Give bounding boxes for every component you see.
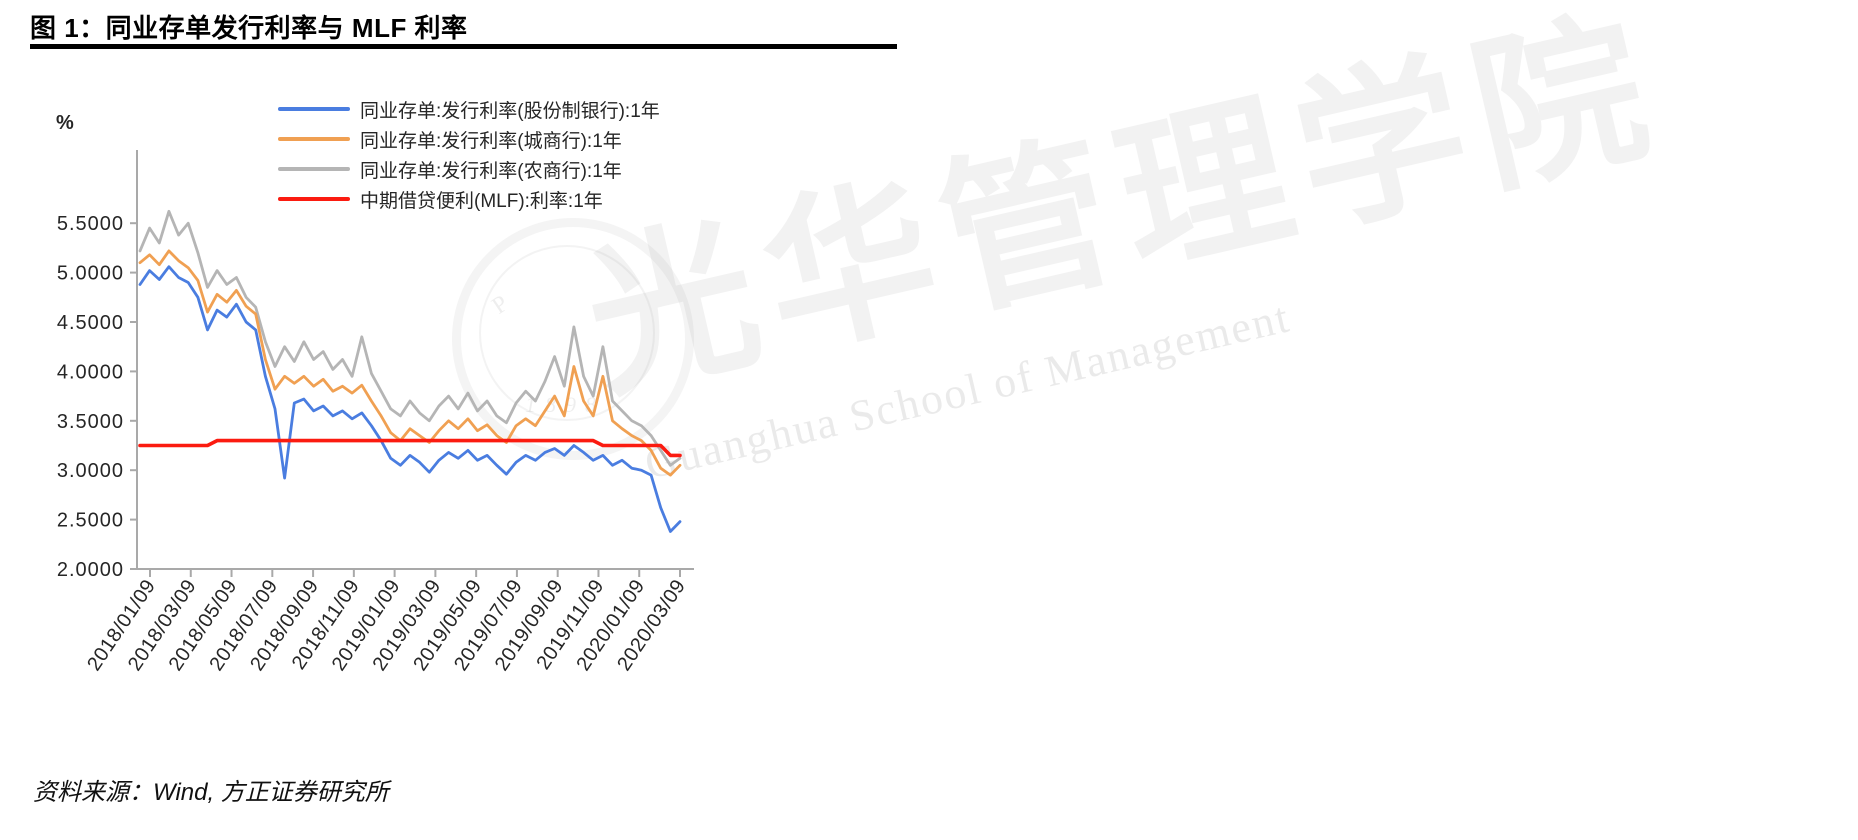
legend-item-label: 中期借贷便利(MLF):利率:1年: [360, 190, 603, 212]
legend-item: 同业存单:发行利率(城商行):1年: [278, 124, 660, 154]
figure-1-source: 资料来源：Wind, 方正证券研究所: [33, 779, 389, 806]
legend-item-label: 同业存单:发行利率(农商行):1年: [360, 160, 622, 182]
y-tick-label: 5.5000: [57, 213, 124, 235]
series-line-同业存单:发行利率(股份制银行):1年: [138, 265, 682, 533]
y-tick-label: 3.0000: [57, 460, 124, 482]
legend-line-sample: [278, 137, 350, 141]
figure-1-title: 图 1：同业存单发行利率与 MLF 利率: [30, 13, 468, 43]
legend-item-label: 同业存单:发行利率(城商行):1年: [360, 130, 622, 152]
y-tick-label: 2.5000: [57, 510, 124, 532]
legend-item-label: 同业存单:发行利率(股份制银行):1年: [360, 100, 660, 122]
y-tick-label: 4.0000: [57, 361, 124, 383]
figure-1-chart-area: % 同业存单:发行利率(股份制银行):1年 同业存单:发行利率(城商行):1年 同业…: [0, 50, 929, 750]
legend-line-sample: [278, 197, 350, 201]
figure-1-plot: 2.0000 2.5000 3.0000 3.5000 4.0000 4.5000 5.00…: [57, 150, 694, 675]
y-tick-label: 3.5000: [57, 411, 124, 433]
series-line-中期借贷便利(MLF):利率:1年: [138, 438, 682, 458]
series-line-同业存单:发行利率(城商行):1年: [138, 249, 682, 477]
series-line-同业存单:发行利率(农商行):1年: [138, 209, 682, 467]
legend-item: 同业存单:发行利率(农商行):1年: [278, 154, 660, 184]
y-tick-label: 2.0000: [57, 559, 124, 581]
figure-1: 图 1：同业存单发行利率与 MLF 利率 % 同业存单:发行利率(股份制银行):…: [0, 13, 929, 806]
y-tick-label: 4.5000: [57, 312, 124, 334]
legend-item: 同业存单:发行利率(股份制银行):1年: [278, 94, 660, 124]
y-tick-label: 5.0000: [57, 263, 124, 285]
legend-line-sample: [278, 167, 350, 171]
figure-1-unit-label: %: [56, 112, 74, 134]
figure-1-legend: 同业存单:发行利率(股份制银行):1年 同业存单:发行利率(城商行):1年 同业存单…: [278, 94, 660, 214]
legend-item: 中期借贷便利(MLF):利率:1年: [278, 184, 660, 214]
figure-1-title-rule: [30, 44, 897, 49]
legend-line-sample: [278, 107, 350, 111]
